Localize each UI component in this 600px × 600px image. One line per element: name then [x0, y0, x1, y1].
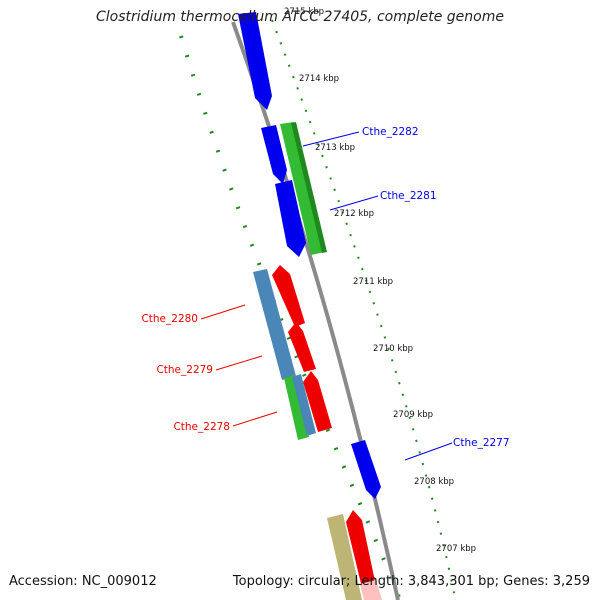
- ruler-label: 2713 kbp: [315, 143, 355, 153]
- leader-line: [215, 355, 263, 371]
- leader-line: [200, 304, 246, 320]
- accession-text: Accession: NC_009012: [9, 574, 157, 589]
- feature-khaki-reverse: [327, 514, 362, 600]
- gene-arrow-reverse: [288, 322, 316, 372]
- topology-text: Topology: circular; Length: 3,843,301 bp…: [232, 574, 590, 589]
- map-title: Clostridium thermocellum ATCC 27405, com…: [96, 9, 504, 25]
- ruler-label: 2714 kbp: [299, 74, 339, 84]
- outer-tick-track-left: [179, 35, 402, 600]
- feature-steelblue-reverse: [292, 374, 316, 436]
- gene-arrow-reverse: [346, 510, 379, 600]
- gene-arrow-reverse: [272, 265, 305, 327]
- gene-label: Cthe_2280: [141, 313, 198, 325]
- gene-label: Cthe_2278: [173, 421, 230, 433]
- leader-line: [404, 442, 453, 461]
- leader-line: [232, 411, 278, 427]
- gene-arrow-forward: [261, 125, 287, 184]
- ruler-label: 2707 kbp: [436, 544, 476, 554]
- ruler-label: 2710 kbp: [373, 344, 413, 354]
- feature-pink-reverse: [360, 580, 382, 600]
- ruler-label: 2711 kbp: [353, 277, 393, 287]
- gene-label: Cthe_2279: [156, 364, 213, 376]
- ruler-label: 2709 kbp: [393, 410, 433, 420]
- gene-label: Cthe_2282: [362, 126, 419, 138]
- gene-label: Cthe_2281: [380, 190, 437, 202]
- feature-green-forward-dark: [291, 122, 327, 253]
- gene-arrow-forward: [238, 12, 272, 110]
- ruler-label: 2708 kbp: [414, 477, 454, 487]
- gene-arrow-reverse: [303, 371, 332, 432]
- ruler-label: 2712 kbp: [334, 209, 374, 219]
- feature-steelblue-reverse: [253, 269, 296, 380]
- feature-green-reverse: [284, 375, 309, 440]
- gene-label: Cthe_2277: [453, 437, 510, 449]
- feature-green-forward: [280, 122, 325, 255]
- gene-arrow-forward: [351, 440, 381, 499]
- ruler-label: 2715 kbp: [284, 7, 324, 17]
- leader-line: [329, 195, 379, 211]
- gene-arrow-forward: [275, 180, 306, 257]
- backbone-line: [231, 21, 400, 600]
- leader-line: [302, 131, 360, 147]
